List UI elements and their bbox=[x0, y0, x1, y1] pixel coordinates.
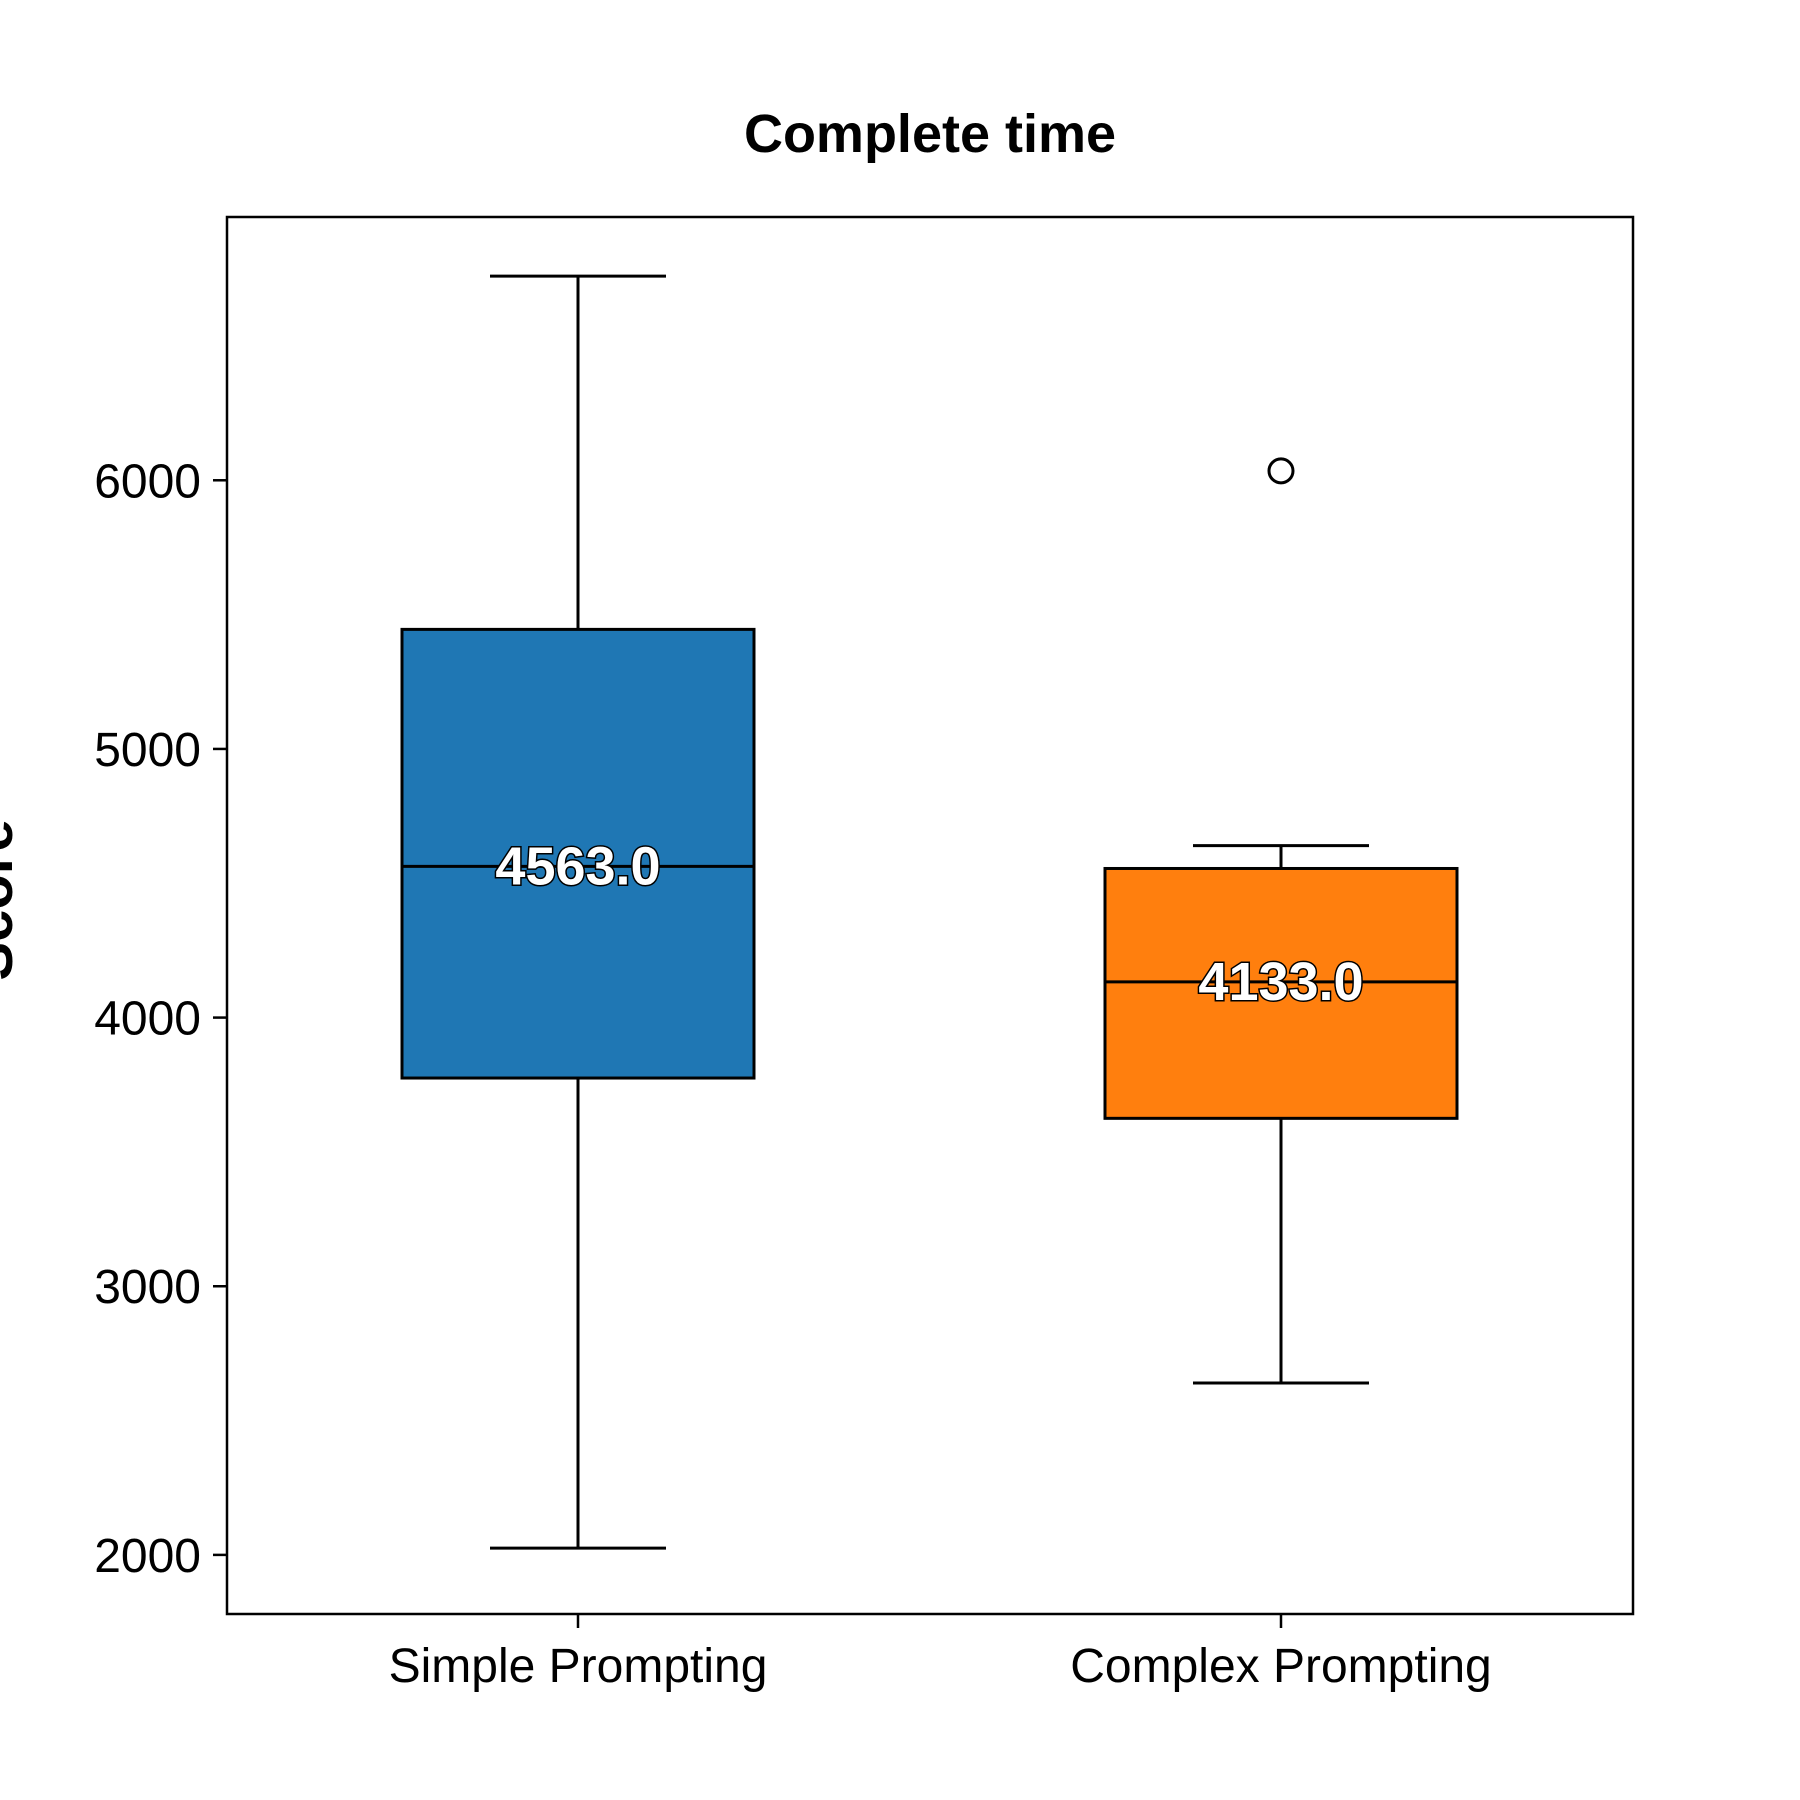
median-value-label: 4133.0 bbox=[1198, 952, 1363, 1012]
median-value-label: 4563.0 bbox=[495, 836, 660, 896]
plot-area-frame bbox=[225, 215, 1635, 1616]
y-tick-label: 4000 bbox=[94, 993, 201, 1046]
chart-title: Complete time bbox=[744, 104, 1116, 164]
y-tick-label: 6000 bbox=[94, 455, 201, 508]
x-tick-label: Simple Prompting bbox=[389, 1640, 768, 1693]
box-iqr bbox=[400, 627, 756, 1080]
boxes-layer: 4563.0 4133.0 bbox=[400, 274, 1459, 1550]
box-group: 4133.0 bbox=[1103, 457, 1459, 1385]
box-iqr bbox=[1103, 866, 1459, 1120]
y-tick-label: 2000 bbox=[94, 1530, 201, 1583]
box-group: 4563.0 bbox=[400, 274, 756, 1550]
x-tick-label: Complex Prompting bbox=[1070, 1640, 1492, 1693]
outlier-point bbox=[1267, 457, 1295, 485]
y-axis: 2000 3000 4000 5000 6000 bbox=[94, 455, 227, 1583]
y-tick-label: 3000 bbox=[94, 1261, 201, 1314]
y-axis-label: Score bbox=[0, 819, 25, 980]
y-tick-label: 5000 bbox=[94, 724, 201, 777]
x-axis: Simple Prompting Complex Prompting bbox=[389, 1614, 1492, 1693]
